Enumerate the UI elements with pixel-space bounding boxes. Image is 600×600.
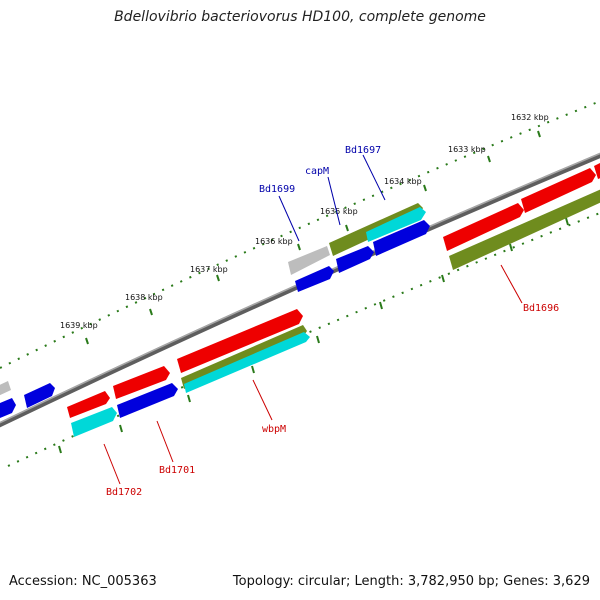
gene-label-bd1702[interactable]: Bd1702 — [106, 487, 142, 498]
gene-feature-cyan-bd1702[interactable] — [71, 407, 117, 437]
outer-major-ticks — [85, 130, 541, 345]
gene-feature-red-right-c[interactable] — [594, 160, 600, 179]
tick-label-1637: 1637 kbp — [190, 265, 228, 274]
gene-feature-blue-left-a[interactable] — [24, 383, 55, 408]
genome-backbone — [0, 152, 600, 428]
tick-label-1636: 1636 kbp — [255, 237, 293, 246]
inner-major-ticks — [58, 217, 569, 454]
gene-feature-red-bd1701[interactable] — [113, 366, 170, 399]
gene-feature-cyan-wbpm[interactable] — [184, 332, 310, 393]
gene-label-bd1696[interactable]: Bd1696 — [523, 303, 559, 314]
gene-label-capm[interactable]: capM — [305, 166, 329, 177]
gene-label-bd1701[interactable]: Bd1701 — [159, 465, 195, 476]
map-title: Bdellovibrio bacteriovorus HD100, comple… — [114, 9, 486, 25]
gene-label-bd1699[interactable]: Bd1699 — [259, 184, 295, 195]
gene-feature-blue-1[interactable] — [295, 266, 334, 292]
tick-label-1633: 1633 kbp — [448, 145, 486, 154]
tick-label-1638: 1638 kbp — [125, 293, 163, 302]
gene-feature-red-bd1702[interactable] — [67, 391, 110, 418]
gene-feature-grey-left[interactable] — [0, 381, 11, 396]
gene-feature-cyan-capm[interactable] — [366, 207, 426, 242]
gene-feature-blue-bd1697[interactable] — [373, 220, 430, 256]
gene-feature-red-wbpm[interactable] — [177, 309, 303, 373]
gene-label-wbpm[interactable]: wbpM — [262, 424, 286, 435]
genome-summary-text: Topology: circular; Length: 3,782,950 bp… — [232, 574, 590, 589]
gene-feature-red-right-a[interactable] — [443, 203, 524, 251]
tick-label-1632: 1632 kbp — [511, 113, 549, 122]
label-leader-lines — [103, 154, 523, 485]
gene-feature-blue-left-b[interactable] — [0, 398, 16, 420]
gene-feature-grey-bd1699[interactable] — [288, 246, 330, 275]
tick-label-1639: 1639 kbp — [60, 321, 98, 330]
gene-feature-blue-2[interactable] — [336, 246, 374, 273]
gene-label-bd1697[interactable]: Bd1697 — [345, 145, 381, 156]
gene-feature-blue-bd1701[interactable] — [117, 383, 178, 418]
gene-feature-red-right-b[interactable] — [521, 168, 596, 213]
accession-text: Accession: NC_005363 — [9, 574, 157, 589]
tick-label-1634: 1634 kbp — [384, 177, 422, 186]
tick-label-1635: 1635 kbp — [320, 207, 358, 216]
gene-feature-olive-bd1696[interactable] — [449, 187, 600, 270]
